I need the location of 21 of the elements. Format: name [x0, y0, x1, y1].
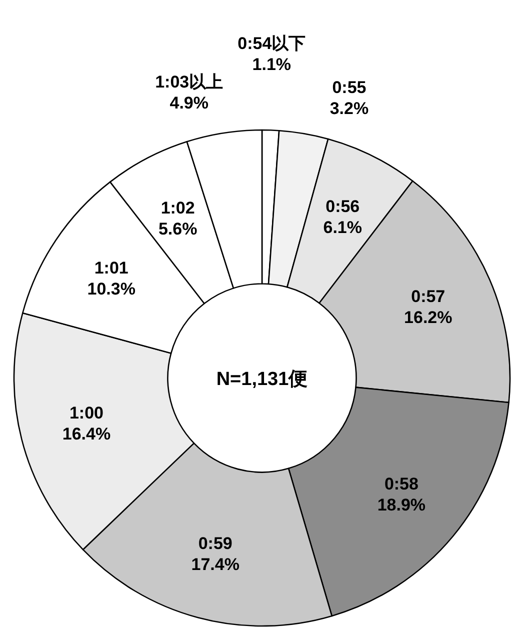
- data-label: 4.9%: [170, 93, 208, 112]
- data-label: 17.4%: [191, 555, 240, 574]
- data-label: 18.9%: [377, 496, 426, 515]
- slice-label: 1:01: [94, 258, 128, 278]
- data-label: 16.4%: [62, 424, 111, 444]
- slice-label: 0:59: [198, 534, 232, 554]
- data-label: 5.6%: [158, 220, 198, 239]
- data-label: 1.1%: [252, 55, 292, 74]
- slice-label: 0:54以下: [238, 34, 306, 54]
- slice-label: 1:02: [160, 198, 195, 218]
- slice-label: 0:57: [411, 286, 446, 306]
- data-label: 3.2%: [330, 99, 369, 118]
- data-label: 16.2%: [404, 308, 452, 327]
- slice-label: 0:56: [326, 196, 360, 216]
- data-label: 6.1%: [323, 218, 362, 237]
- slice-label: 1:03以上: [155, 72, 224, 92]
- slice-label: 0:58: [384, 474, 418, 494]
- text: N=1,131便: [216, 369, 308, 390]
- slice-label: 1:00: [69, 404, 104, 423]
- slice-label: 0:55: [332, 78, 366, 98]
- data-label: 10.3%: [87, 279, 136, 298]
